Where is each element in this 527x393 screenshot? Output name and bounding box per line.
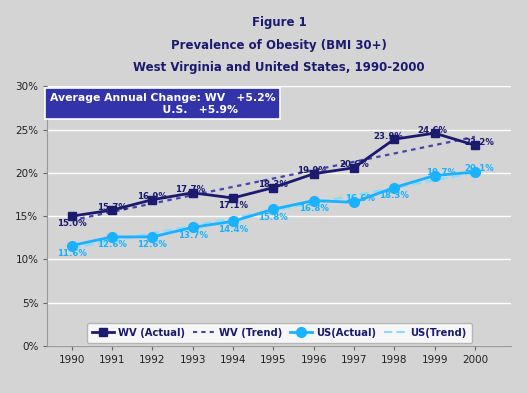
Text: Figure 1: Figure 1 xyxy=(252,16,307,29)
Text: 15.7%: 15.7% xyxy=(97,202,127,211)
Text: 12.6%: 12.6% xyxy=(97,240,127,249)
Text: Prevalence of Obesity (BMI 30+): Prevalence of Obesity (BMI 30+) xyxy=(171,39,387,52)
Legend: WV (Actual), WV (Trend), US(Actual), US(Trend): WV (Actual), WV (Trend), US(Actual), US(… xyxy=(87,323,472,343)
Text: Average Annual Change: WV   +5.2%
                              U.S.   +5.9%: Average Annual Change: WV +5.2% U.S. +5.… xyxy=(50,93,276,114)
Text: 16.8%: 16.8% xyxy=(299,204,328,213)
Text: 14.4%: 14.4% xyxy=(218,225,248,233)
Text: 20.6%: 20.6% xyxy=(339,160,369,169)
Text: 23.2%: 23.2% xyxy=(464,138,494,147)
Text: 18.3%: 18.3% xyxy=(258,180,288,189)
Text: 24.6%: 24.6% xyxy=(417,126,447,135)
Text: 23.9%: 23.9% xyxy=(373,132,403,141)
Text: 17.1%: 17.1% xyxy=(218,201,248,210)
Text: 17.7%: 17.7% xyxy=(175,185,206,194)
Text: 15.0%: 15.0% xyxy=(57,219,86,228)
Text: 20.1%: 20.1% xyxy=(464,164,494,173)
Text: 15.8%: 15.8% xyxy=(258,213,288,222)
Text: 12.6%: 12.6% xyxy=(138,240,167,249)
Text: 19.9%: 19.9% xyxy=(297,166,327,175)
Text: 19.7%: 19.7% xyxy=(426,167,456,176)
Text: 16.9%: 16.9% xyxy=(138,192,167,201)
Text: 13.7%: 13.7% xyxy=(178,231,208,240)
Text: 11.6%: 11.6% xyxy=(57,249,86,258)
Text: 16.6%: 16.6% xyxy=(345,195,375,203)
Text: West Virginia and United States, 1990-2000: West Virginia and United States, 1990-20… xyxy=(133,61,425,74)
Text: 18.3%: 18.3% xyxy=(379,191,409,200)
